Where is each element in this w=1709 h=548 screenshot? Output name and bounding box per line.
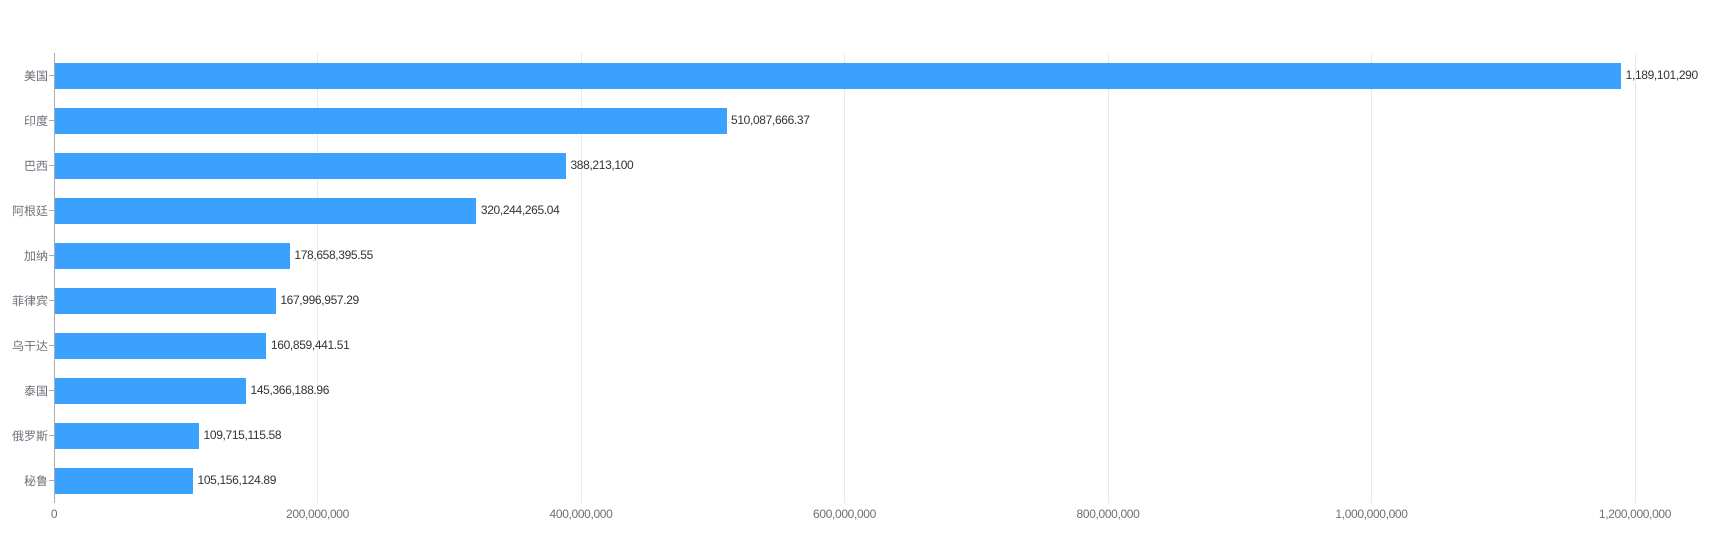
y-axis-label: 印度 [24,114,48,128]
bar[interactable] [54,377,247,404]
y-axis-label-glyphs [24,69,47,82]
grid-line [1371,53,1372,503]
glyph-path [37,385,47,397]
bar-value-label: 145,366,188.96 [250,383,330,397]
grid-line [1634,53,1636,503]
bar-value-label: 167,996,957.29 [280,293,359,307]
y-axis-tick [49,210,54,211]
x-axis-tick-label: 1,000,000,000 [1335,507,1408,521]
bar[interactable] [54,287,276,314]
y-axis-line [53,53,55,503]
grid-line [580,53,582,503]
glyph-path [36,294,48,307]
y-axis-label-glyphs [24,249,48,262]
glyph-path [36,474,48,487]
glyph-path [13,205,24,217]
glyph-path [36,429,48,442]
bar[interactable] [54,422,200,449]
y-axis-tick [49,480,54,481]
glyph-path [25,160,36,171]
x-axis-tick-label: 200,000,000 [286,507,349,521]
bar[interactable] [54,332,267,359]
y-axis-label: 巴西 [24,159,48,173]
x-axis-tick-label: 400,000,000 [549,507,613,521]
glyph-path [37,70,47,82]
glyph-path [12,430,24,442]
glyph-path [24,384,36,396]
glyph-path [36,340,48,351]
bar-value-label: 109,715,115.58 [203,428,282,442]
y-axis-label-glyphs [24,114,48,127]
y-axis-label: 美国 [24,69,48,83]
bar-value-label: 388,213,100 [570,158,634,172]
y-axis-label-glyphs [12,429,48,442]
y-axis-tick [49,255,54,256]
y-axis-tick [49,435,54,436]
y-axis-label: 阿根廷 [12,204,48,218]
x-axis-tick-label: 0 [50,507,58,521]
y-axis-label-glyphs [24,384,47,397]
y-axis-tick [49,120,54,121]
y-axis-label-glyphs [13,204,48,217]
y-axis-label-glyphs [12,294,48,307]
y-axis-tick [49,300,54,301]
y-axis-label: 俄罗斯 [12,429,48,443]
glyph-path [24,115,35,126]
glyph-path [36,160,48,171]
glyph-path [12,339,24,351]
glyph-path [24,474,36,487]
glyph-path [24,294,36,306]
y-axis-label: 泰国 [24,384,48,398]
y-axis-label-glyphs [25,160,48,171]
glyph-path [24,204,36,217]
y-axis-tick [49,390,54,391]
glyph-path [24,250,35,262]
y-axis-label: 乌干达 [12,339,48,353]
bar-value-label: 510,087,666.37 [731,113,810,127]
y-axis-tick [49,345,54,346]
bar[interactable] [54,197,477,224]
glyph-path [24,430,35,442]
x-axis-tick-label: 800,000,000 [1076,507,1140,521]
grid-line [317,53,318,503]
y-axis-label-glyphs [24,474,48,487]
y-axis-label-glyphs [12,339,48,351]
bar-value-label: 320,244,265.04 [480,203,560,217]
bar[interactable] [54,467,194,494]
x-axis-tick-label: 600,000,000 [813,507,876,521]
bar-value-label: 1,189,101,290 [1625,68,1699,82]
glyph-path [24,340,36,351]
y-axis-tick [49,165,54,166]
y-axis-label: 加纳 [24,249,48,263]
bar[interactable] [54,62,1622,89]
grid-line [1107,53,1109,503]
y-axis-label: 秘鲁 [24,474,48,488]
y-axis-tick [49,75,54,76]
glyph-path [36,249,48,261]
y-axis-label: 菲律宾 [12,294,48,308]
glyph-path [12,294,24,306]
grid-line [844,53,845,503]
bar-value-label: 160,859,441.51 [270,338,350,352]
bar[interactable] [54,107,727,134]
bar[interactable] [54,242,290,269]
bar-value-label: 105,156,124.89 [197,473,277,487]
x-axis-tick-label: 1,200,000,000 [1598,507,1672,521]
bar[interactable] [54,152,566,179]
glyph-path [36,205,48,217]
bar-value-label: 178,658,395.55 [294,248,373,262]
glyph-path [36,114,48,127]
glyph-path [24,69,36,81]
